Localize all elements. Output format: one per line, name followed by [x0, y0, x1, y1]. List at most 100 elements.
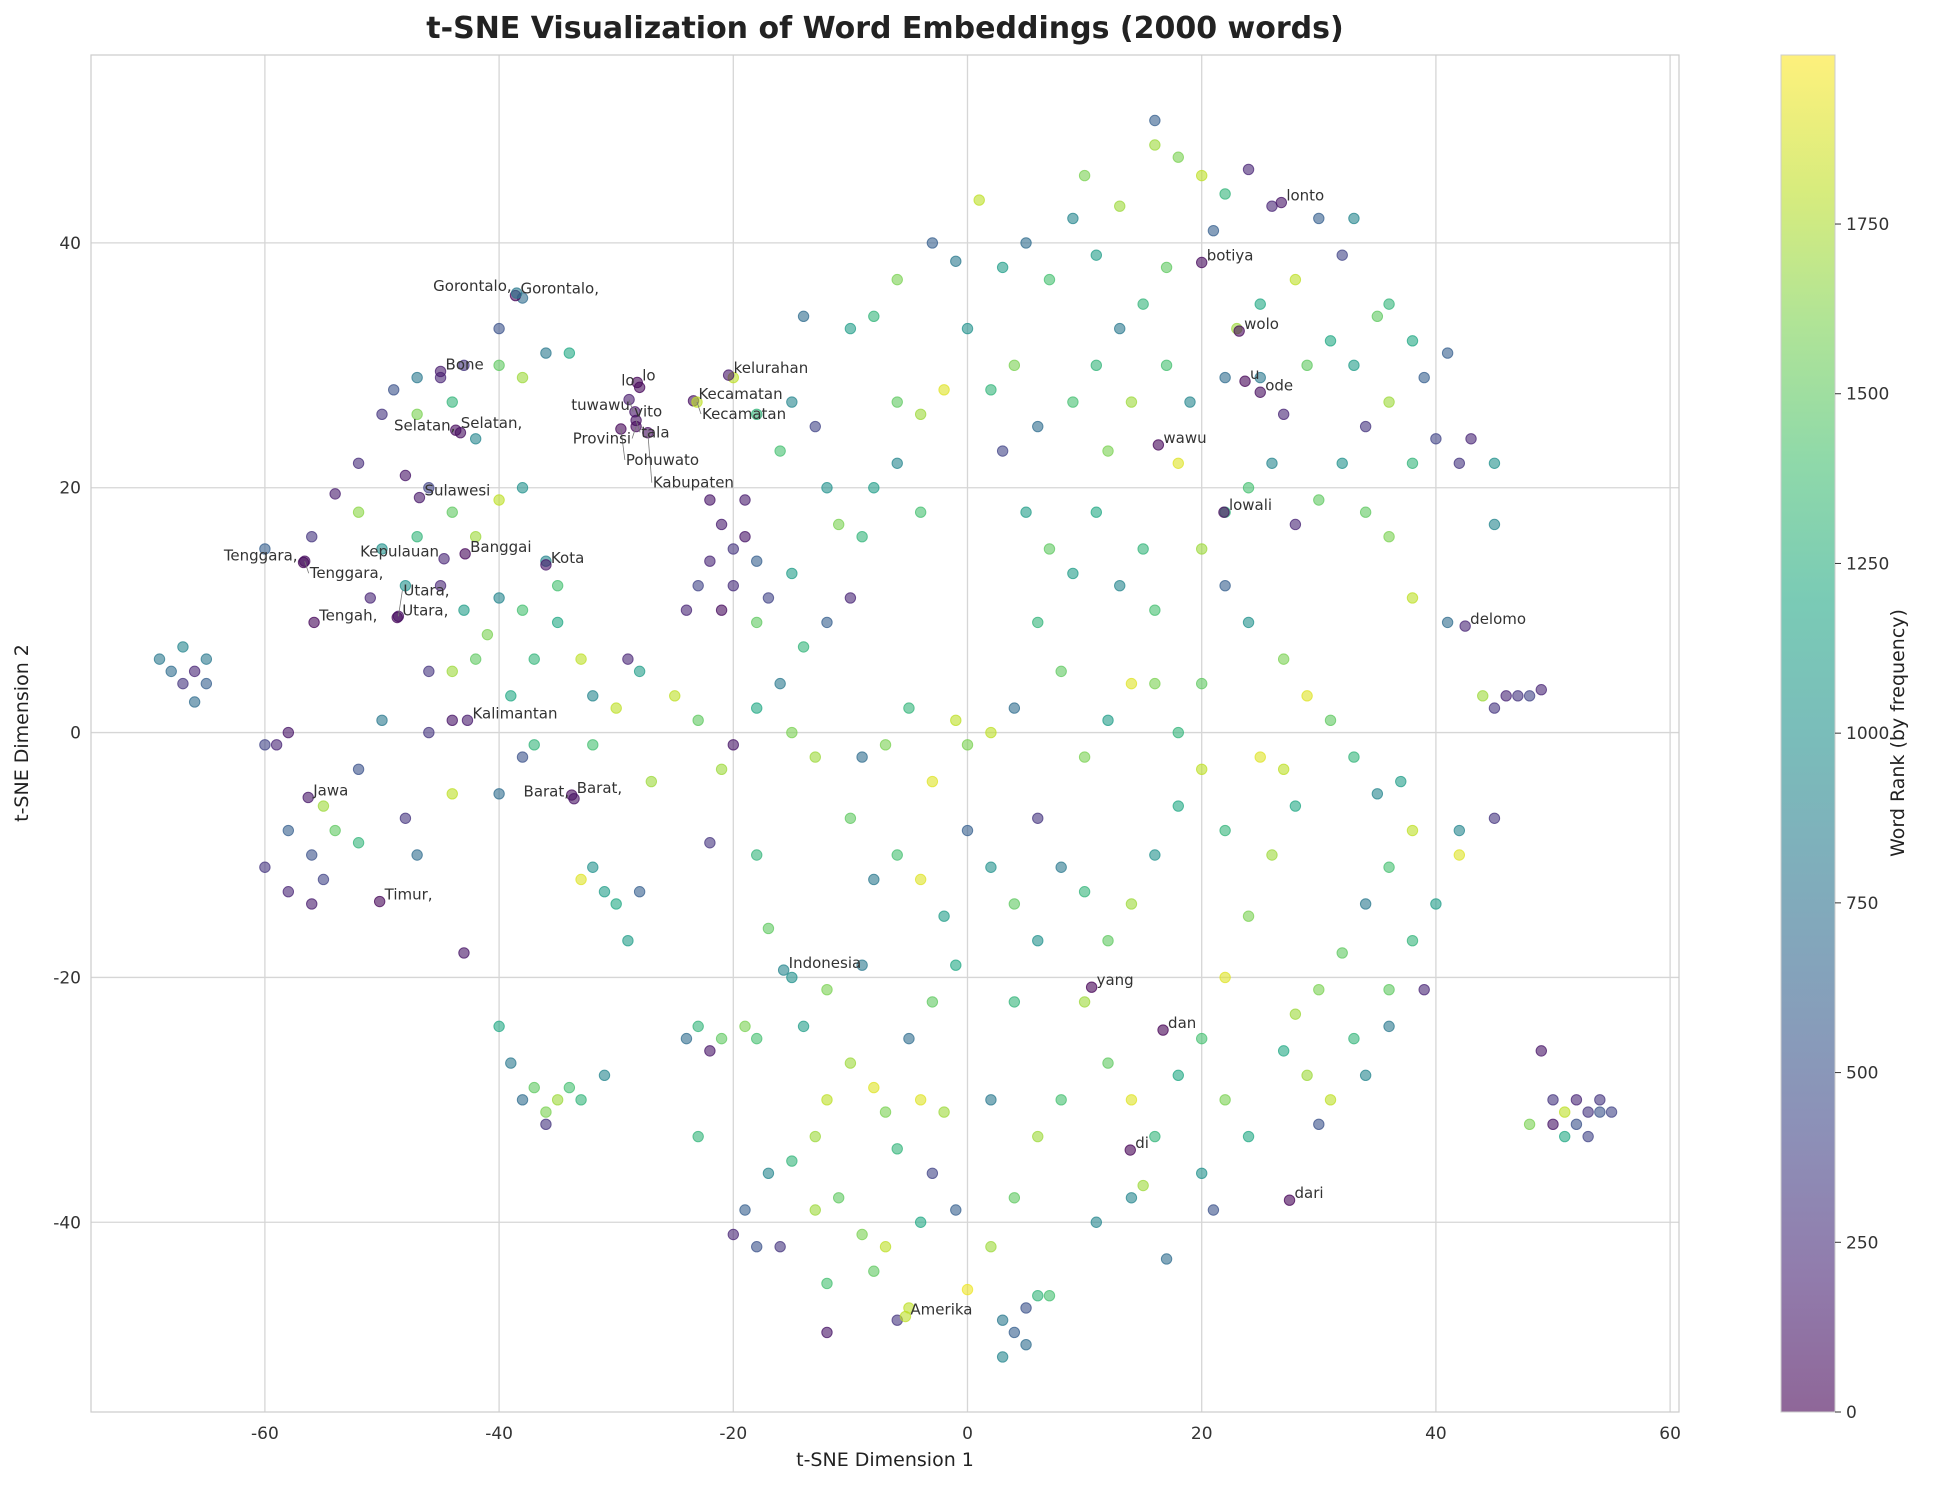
- data-point: [352, 763, 365, 776]
- data-point: [1289, 273, 1302, 286]
- data-point: [797, 641, 810, 653]
- colorbar-tick-label: 750: [1846, 894, 1878, 914]
- data-point: [505, 1057, 517, 1069]
- data-point: [575, 1094, 587, 1106]
- data-point: [446, 396, 458, 408]
- data-point: [329, 488, 341, 500]
- data-point: [446, 506, 458, 518]
- data-point: [1371, 788, 1384, 800]
- data-point: [1172, 151, 1184, 163]
- data-point: [1090, 359, 1103, 372]
- word-label: Tenggara,: [223, 546, 298, 564]
- word-label: di: [1135, 1134, 1149, 1152]
- annotated-point: [1195, 256, 1208, 269]
- colorbar-tick-label: 1000: [1846, 724, 1889, 744]
- data-point: [985, 1094, 997, 1106]
- data-point: [575, 653, 587, 665]
- y-tick-label: 20: [59, 479, 81, 499]
- data-point: [751, 555, 763, 567]
- data-point: [469, 653, 482, 665]
- data-point: [914, 408, 927, 420]
- data-point: [1301, 690, 1313, 702]
- data-point: [1067, 567, 1079, 580]
- data-point: [1348, 1032, 1360, 1045]
- label-leader-line: [631, 426, 637, 439]
- word-label: Gorontalo,: [433, 277, 512, 295]
- data-point: [727, 579, 739, 592]
- data-point: [1594, 1094, 1606, 1106]
- data-point: [1324, 1094, 1337, 1106]
- data-point: [751, 702, 763, 714]
- data-point: [434, 579, 447, 592]
- data-point: [1371, 310, 1384, 323]
- data-point: [317, 873, 330, 886]
- colorbar-tick-label: 1750: [1846, 215, 1889, 235]
- data-point: [1359, 506, 1372, 518]
- word-label: Pohuwato: [626, 451, 699, 469]
- data-point: [1383, 861, 1395, 873]
- annotated-point: [510, 287, 523, 299]
- data-point: [751, 849, 763, 861]
- data-point: [926, 1167, 939, 1179]
- word-label: Kecamatan: [698, 385, 782, 403]
- data-point: [1067, 212, 1079, 225]
- label-leader-lines: [304, 399, 702, 617]
- data-point: [551, 1094, 564, 1106]
- annotated-point: [438, 553, 450, 565]
- data-point: [1383, 531, 1395, 543]
- data-point: [879, 739, 892, 751]
- data-point: [1383, 1020, 1395, 1033]
- data-point: [1149, 604, 1161, 616]
- data-point: [809, 751, 821, 763]
- data-point: [1149, 677, 1161, 690]
- data-point: [786, 567, 798, 580]
- data-point: [1160, 359, 1173, 372]
- y-tick-label: -40: [53, 1213, 81, 1233]
- data-point: [821, 616, 833, 629]
- data-point: [879, 1106, 892, 1118]
- word-label: wawu: [1163, 429, 1206, 447]
- data-point: [1559, 1106, 1571, 1118]
- colorbar: [1780, 54, 1836, 1413]
- data-point: [376, 408, 388, 420]
- annotated-point: [1459, 620, 1471, 632]
- data-point: [1055, 665, 1067, 678]
- data-point: [774, 1241, 786, 1253]
- colorbar-label: Word Rank (by frequency): [1887, 609, 1909, 857]
- data-point: [1359, 420, 1372, 433]
- data-point: [1020, 237, 1032, 249]
- y-tick-label: 40: [59, 234, 81, 254]
- data-point: [739, 1020, 751, 1033]
- data-point: [1582, 1106, 1594, 1118]
- data-point: [306, 849, 318, 861]
- data-point: [1289, 800, 1302, 812]
- data-point: [1242, 482, 1255, 494]
- annotated-point: [454, 426, 467, 439]
- data-point: [856, 1228, 868, 1241]
- word-label: Barat,: [524, 783, 570, 801]
- data-point: [891, 849, 903, 861]
- data-point: [1301, 359, 1313, 372]
- word-label: Selatan,: [461, 414, 522, 432]
- word-label: Selatan,: [394, 417, 455, 435]
- data-point: [891, 273, 903, 286]
- data-point: [1032, 812, 1044, 824]
- data-point: [1102, 1057, 1114, 1069]
- data-point: [388, 384, 400, 396]
- data-point: [914, 1094, 927, 1106]
- word-label: Kepulauan: [360, 543, 439, 561]
- chart-title: t-SNE Visualization of Word Embeddings (…: [426, 11, 1343, 46]
- data-point: [680, 604, 693, 616]
- data-point: [1465, 433, 1477, 445]
- data-point: [516, 482, 529, 494]
- data-point: [1149, 114, 1161, 127]
- data-point: [751, 616, 763, 629]
- data-point: [1032, 1290, 1044, 1302]
- data-point: [1359, 1069, 1372, 1082]
- data-point: [563, 1081, 576, 1094]
- data-point: [153, 653, 166, 665]
- data-point: [727, 739, 739, 751]
- data-point: [1078, 169, 1091, 182]
- data-point: [1219, 824, 1231, 837]
